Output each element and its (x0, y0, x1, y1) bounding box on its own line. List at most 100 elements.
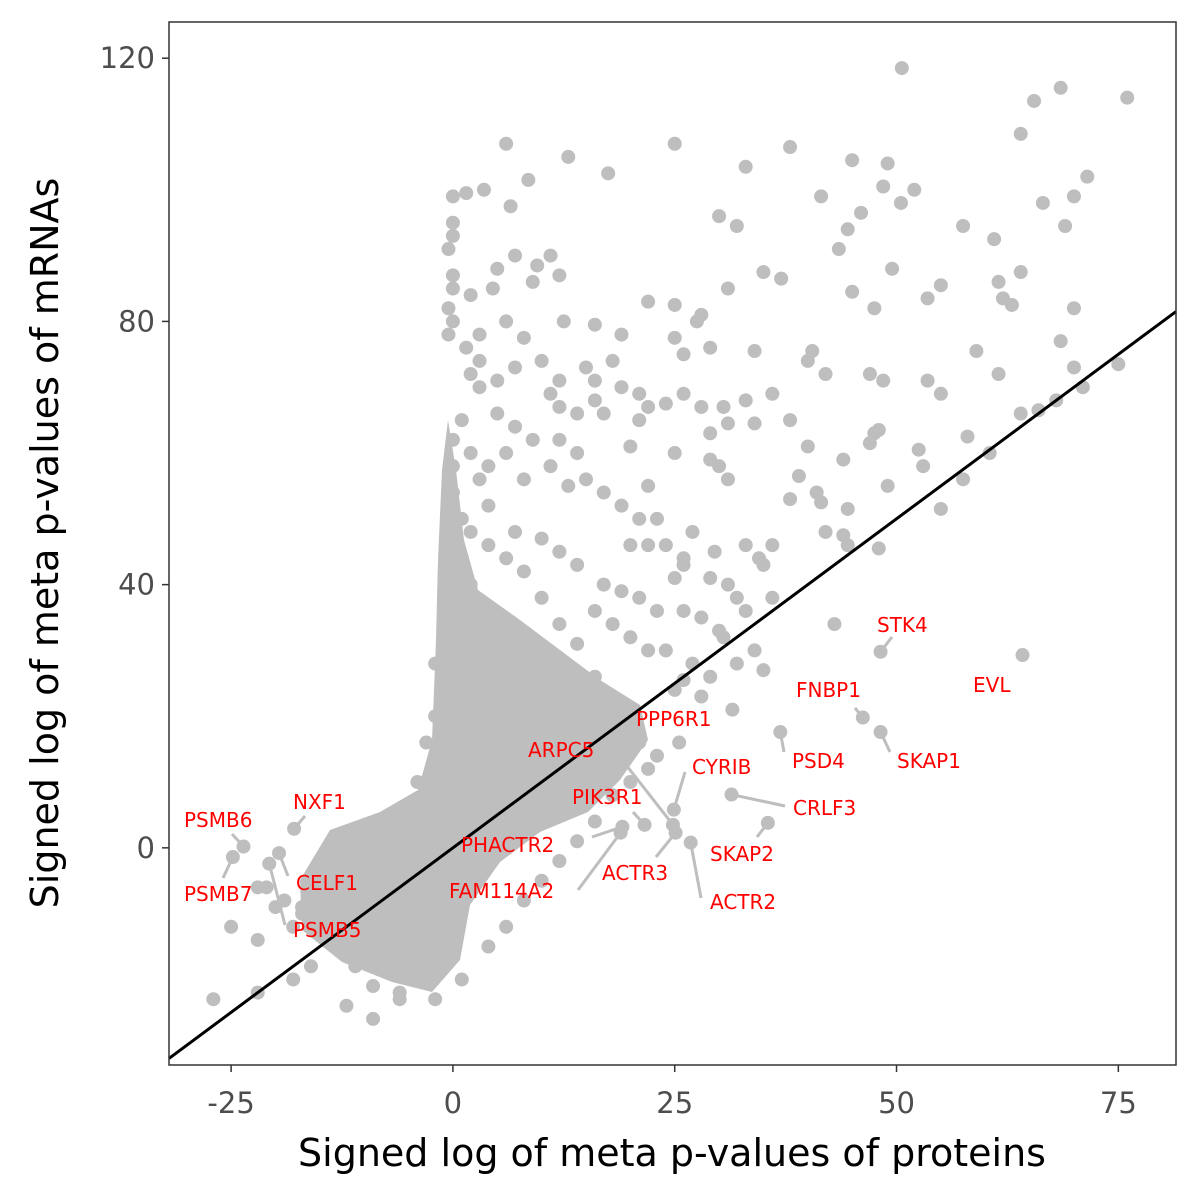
data-point (472, 472, 487, 487)
gene-label: CELF1 (296, 871, 358, 895)
data-point (840, 538, 855, 553)
data-point (561, 478, 576, 493)
data-point (623, 538, 638, 553)
data-point (894, 61, 909, 76)
data-point (1031, 403, 1046, 418)
dense-point-cloud (300, 420, 648, 992)
data-point (1053, 80, 1068, 95)
data-point (605, 617, 620, 632)
data-point (991, 274, 1006, 289)
data-point (561, 149, 576, 164)
data-point (516, 472, 531, 487)
data-point (991, 367, 1006, 382)
data-point (445, 268, 460, 283)
data-point (534, 531, 549, 546)
y-tick-label: 0 (137, 831, 155, 865)
data-point (570, 406, 585, 421)
data-point (499, 919, 514, 934)
data-point (694, 610, 709, 625)
data-point (818, 367, 833, 382)
data-point (601, 166, 616, 181)
data-point (445, 432, 460, 447)
data-point (623, 775, 638, 790)
data-point (490, 630, 505, 645)
data-point (445, 459, 460, 474)
data-point (587, 317, 602, 332)
data-point (499, 446, 514, 461)
data-point (295, 900, 310, 915)
data-point (503, 199, 518, 214)
data-point (508, 643, 523, 658)
data-point (1013, 406, 1028, 421)
data-point (827, 617, 842, 632)
label-segment (267, 863, 287, 926)
data-point (445, 189, 460, 204)
label-segment (731, 793, 786, 808)
data-point (1013, 265, 1028, 280)
data-point (818, 524, 833, 539)
data-point (836, 452, 851, 467)
data-point (481, 939, 496, 954)
data-point (641, 294, 656, 309)
data-point (490, 261, 505, 276)
data-point (516, 564, 531, 579)
data-point (712, 459, 727, 474)
data-point (1066, 301, 1081, 316)
data-point (623, 439, 638, 454)
data-point (437, 788, 452, 803)
data-point (570, 557, 585, 572)
labeled-point-evl (1015, 648, 1030, 663)
label-segment (853, 707, 864, 719)
data-point (667, 330, 682, 345)
data-point (814, 189, 829, 204)
gene-label: ACTR2 (710, 890, 776, 914)
data-point (649, 603, 664, 618)
data-point (578, 472, 593, 487)
data-point (641, 478, 656, 493)
data-point (783, 413, 798, 428)
data-point (321, 860, 336, 875)
data-point (729, 218, 744, 233)
data-point (286, 919, 301, 934)
data-point (428, 656, 443, 671)
data-point (1080, 169, 1095, 184)
data-point (543, 459, 558, 474)
data-point (632, 511, 647, 526)
data-point (1013, 126, 1028, 141)
identity-line (168, 310, 1177, 1060)
data-point (250, 880, 265, 895)
data-point (534, 873, 549, 888)
data-point (463, 577, 478, 592)
data-point (765, 538, 780, 553)
gene-label: PPP6R1 (636, 707, 712, 731)
data-point (401, 939, 416, 954)
data-point (716, 630, 731, 645)
data-point (206, 992, 221, 1007)
data-point (707, 544, 722, 559)
gene-label: CYRIB (692, 755, 751, 779)
data-point (916, 459, 931, 474)
data-point (720, 281, 735, 296)
data-point (330, 939, 345, 954)
data-point (490, 373, 505, 388)
plot-panel-border (168, 21, 1177, 1066)
data-point (614, 327, 629, 342)
data-point (747, 344, 762, 359)
data-point (641, 761, 656, 776)
data-point (676, 386, 691, 401)
data-point (596, 485, 611, 500)
label-segment (879, 731, 892, 753)
gene-label: SKAP1 (897, 749, 961, 773)
data-point (1035, 195, 1050, 210)
data-point (694, 399, 709, 414)
data-point (392, 821, 407, 836)
data-point (658, 396, 673, 411)
data-point (552, 854, 567, 869)
data-point (481, 459, 496, 474)
data-point (561, 682, 576, 697)
data-point (667, 446, 682, 461)
data-point (441, 242, 456, 257)
data-point (982, 446, 997, 461)
data-point (463, 643, 478, 658)
data-point (1053, 334, 1068, 349)
